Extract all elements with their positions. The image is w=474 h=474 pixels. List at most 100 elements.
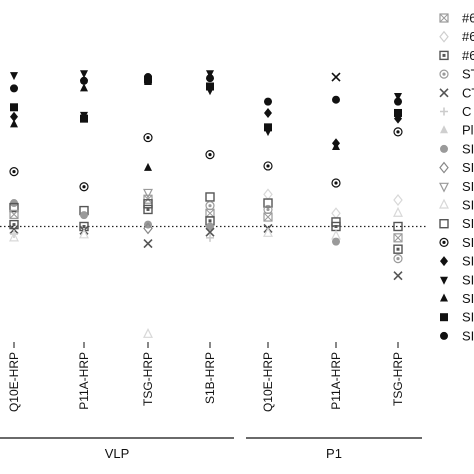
legend-marker <box>439 218 449 229</box>
data-point <box>263 188 273 201</box>
data-point <box>263 198 273 208</box>
legend-marker <box>439 13 449 23</box>
data-point <box>10 72 18 81</box>
legend-label: #6 <box>462 11 474 26</box>
legend-label: SI <box>462 235 474 250</box>
legend-marker <box>440 313 448 322</box>
legend-marker <box>439 50 449 61</box>
data-point <box>205 208 215 218</box>
data-point <box>205 227 215 237</box>
data-point <box>80 211 88 220</box>
x-tick-label: P11A-HRP <box>77 352 91 410</box>
data-point <box>264 107 272 118</box>
data-point <box>264 128 272 137</box>
data-point <box>393 271 403 281</box>
data-point <box>9 209 19 219</box>
legend: #6 #6 #6 ST CT C Pl SI SI SI SI SI SI SI SI SI SI SI <box>439 11 474 343</box>
data-point <box>394 92 402 101</box>
x-tick-label: Q10E-HRP <box>7 352 21 412</box>
legend-marker <box>440 293 448 302</box>
data-point <box>393 233 403 243</box>
data-point <box>9 167 19 177</box>
data-point <box>205 149 215 160</box>
data-point <box>80 114 88 123</box>
legend-marker <box>439 30 449 43</box>
legend-label: #6 <box>462 48 474 63</box>
data-point <box>206 82 214 91</box>
data-point <box>143 204 153 215</box>
data-point <box>393 127 403 137</box>
data-point <box>206 87 214 96</box>
legend-marker <box>440 107 448 116</box>
group-label: P1 <box>326 446 342 461</box>
data-point <box>143 238 153 249</box>
data-point <box>80 83 88 92</box>
data-point <box>10 111 18 122</box>
legend-label: SI <box>462 272 474 287</box>
legend-label: SI <box>462 216 474 231</box>
data-point <box>10 103 18 112</box>
data-point <box>393 254 403 264</box>
plot-area <box>0 70 428 338</box>
data-point <box>144 162 152 171</box>
group-label: VLP <box>105 446 130 461</box>
data-point <box>394 113 402 124</box>
legend-label: SI <box>462 254 474 269</box>
data-point <box>79 182 89 192</box>
data-point <box>79 228 89 239</box>
data-point <box>9 224 19 235</box>
legend-label: SI <box>462 179 474 194</box>
data-point <box>332 142 340 151</box>
data-point <box>10 84 18 93</box>
data-point <box>205 201 215 211</box>
data-point <box>331 72 341 82</box>
data-point <box>263 212 273 222</box>
data-point <box>80 76 88 85</box>
data-point <box>206 222 214 231</box>
data-point <box>264 123 272 132</box>
data-point <box>393 244 403 254</box>
x-tick-label: TSG-HRP <box>141 352 155 406</box>
category-axis: Q10E-HRP P11A-HRP TSG-HRP S1B-HRP Q10E-HRP P1… <box>0 342 422 461</box>
legend-label: C <box>462 104 471 119</box>
data-point <box>264 97 272 106</box>
legend-label: SI <box>462 160 474 175</box>
data-point <box>393 206 403 217</box>
data-point <box>393 194 403 206</box>
x-tick-label: S1B-HRP <box>203 352 217 404</box>
data-point <box>394 97 402 106</box>
x-tick-label: Q10E-HRP <box>261 352 275 412</box>
legend-label: #6 <box>462 29 474 44</box>
data-point <box>10 119 18 128</box>
data-point <box>9 202 19 213</box>
data-point <box>394 108 402 117</box>
legend-marker <box>440 144 448 153</box>
legend-marker <box>440 276 448 285</box>
legend-label: SI <box>462 328 474 343</box>
data-point <box>143 188 153 199</box>
legend-marker <box>440 331 448 340</box>
legend-marker <box>439 69 449 79</box>
data-point <box>206 233 214 242</box>
legend-marker <box>439 161 449 174</box>
data-point <box>143 132 153 143</box>
data-point <box>9 231 19 242</box>
data-point <box>332 95 340 104</box>
legend-label: CT <box>462 85 474 100</box>
legend-marker <box>439 198 449 209</box>
data-point <box>263 161 273 171</box>
legend-label: ST <box>462 67 474 82</box>
legend-label: SI <box>462 141 474 156</box>
x-tick-label: P11A-HRP <box>329 352 343 410</box>
data-point <box>143 327 153 338</box>
legend-label: SI <box>462 291 474 306</box>
data-point <box>263 226 273 237</box>
data-point <box>80 70 88 79</box>
data-point <box>332 237 340 246</box>
data-point <box>143 199 153 209</box>
legend-marker <box>440 256 448 267</box>
data-point <box>144 76 152 85</box>
data-point <box>143 222 153 235</box>
data-point <box>331 178 341 188</box>
